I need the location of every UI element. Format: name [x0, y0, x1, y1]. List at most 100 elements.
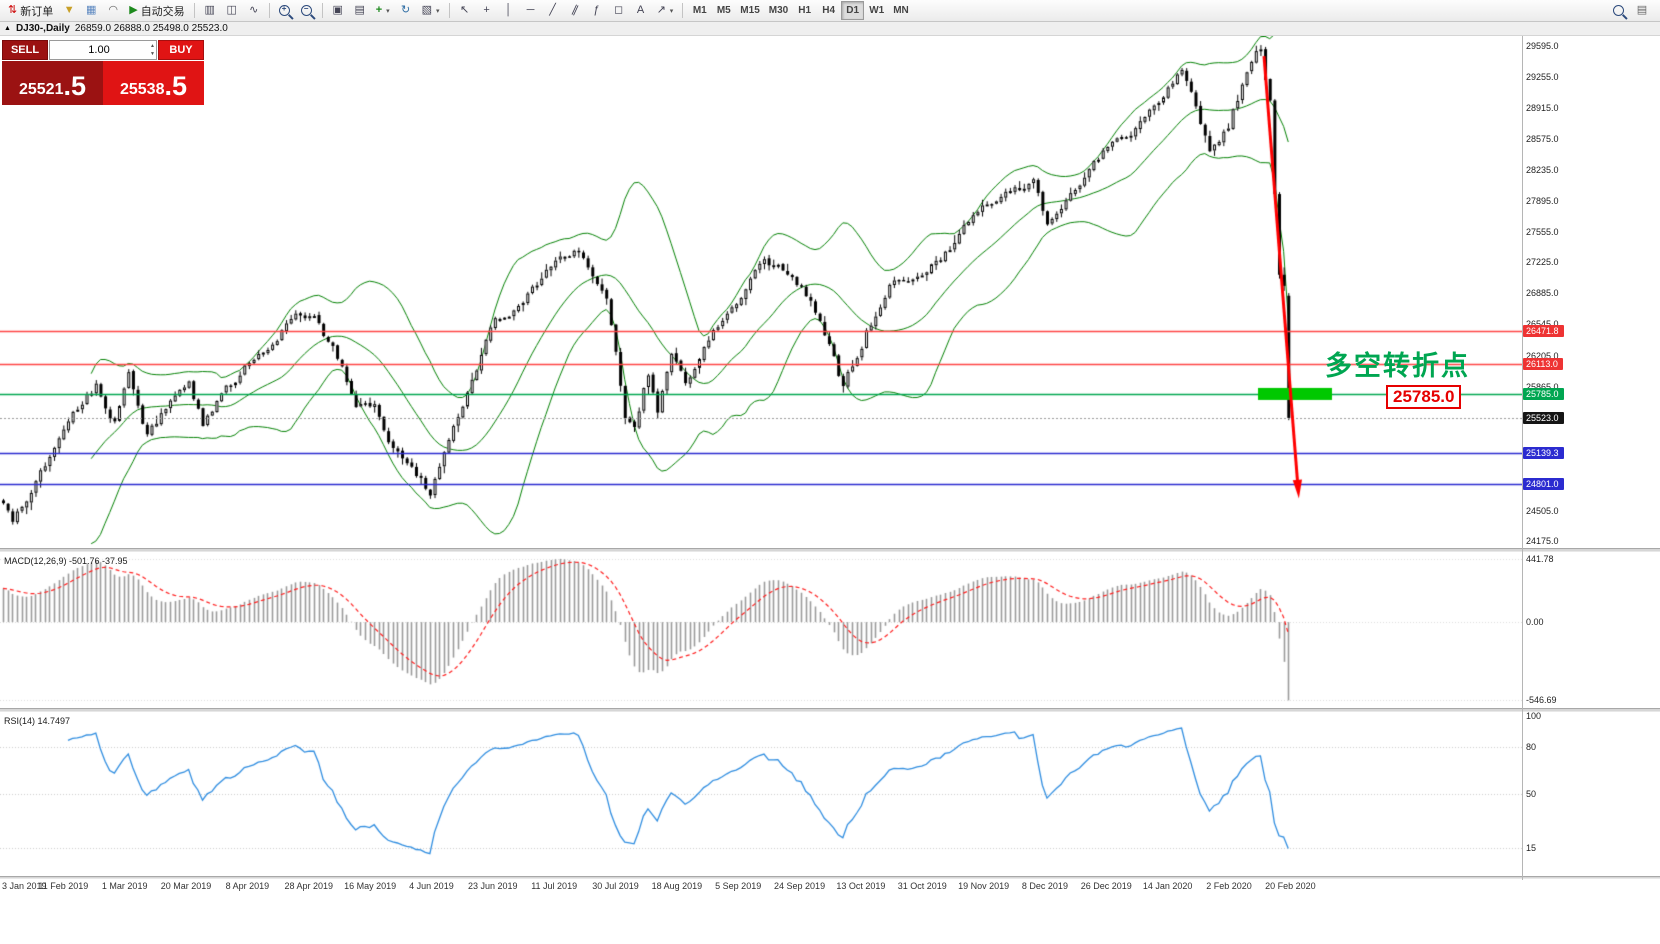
macd-panel-canvas[interactable] — [0, 552, 1522, 708]
timeframe-mn-button[interactable]: MN — [889, 1, 913, 20]
navigator-button[interactable]: ↻ — [396, 1, 416, 20]
vertical-line-icon: │ — [505, 4, 512, 16]
candlestick-chart-button[interactable]: ◫ — [222, 1, 242, 20]
cursor-button[interactable]: ↖ — [455, 1, 475, 20]
price-axis-label: 29255.0 — [1526, 71, 1559, 82]
date-axis-label: 13 Oct 2019 — [836, 881, 886, 891]
price-chart-canvas[interactable] — [0, 36, 1522, 548]
indicators-button[interactable]: + ▾ — [372, 1, 394, 20]
search-icon — [1612, 5, 1624, 16]
price-axis-label: 24505.0 — [1526, 505, 1559, 516]
cursor-icon: ↖ — [459, 4, 470, 16]
timeframe-h4-button[interactable]: H4 — [817, 1, 840, 20]
price-axis-label: 24175.0 — [1526, 536, 1559, 547]
macd-label: MACD(12,26,9) -501.76 -37.95 — [4, 556, 128, 566]
line-chart-button[interactable]: ∿ — [244, 1, 264, 20]
text-tool-icon: A — [636, 4, 645, 16]
buy-button[interactable]: BUY — [158, 40, 204, 60]
timeframe-m30-button[interactable]: M30 — [765, 1, 792, 20]
shapes-button[interactable]: ◻ — [609, 1, 629, 20]
new-chart-button[interactable]: ▦ — [81, 1, 101, 20]
date-axis-label: 23 Jun 2019 — [468, 881, 518, 891]
date-axis-label: 8 Dec 2019 — [1021, 881, 1068, 891]
crosshair-button[interactable]: + — [477, 1, 497, 20]
templates-icon: ▧ — [421, 4, 433, 16]
spinner-up-icon[interactable]: ▲ — [150, 43, 155, 49]
vertical-line-button[interactable]: │ — [499, 1, 519, 20]
date-axis-label: 24 Sep 2019 — [774, 881, 826, 891]
panel-separator[interactable] — [0, 548, 1660, 552]
rsi-panel-canvas[interactable] — [0, 712, 1522, 876]
toolbar-separator — [682, 3, 684, 18]
search-button[interactable] — [1608, 1, 1628, 20]
auto-trading-button[interactable]: ▶ 自动交易 — [125, 1, 188, 20]
zoom-out-icon: − — [301, 4, 313, 16]
fibonacci-button[interactable]: ƒ — [587, 1, 607, 20]
sell-button[interactable]: SELL — [2, 40, 48, 60]
panel-separator[interactable] — [0, 876, 1660, 879]
toolbar-separator — [448, 3, 450, 18]
date-axis-label: 14 Jan 2020 — [1142, 881, 1193, 891]
rsi-axis-label: 50 — [1526, 788, 1537, 799]
timeframe-d1-button[interactable]: D1 — [841, 1, 865, 20]
trendline-button[interactable]: ╱ — [543, 1, 563, 20]
annotation-turning-point[interactable]: 多空转折点 — [1325, 351, 1470, 381]
timeframe-m1-button[interactable]: M1 — [688, 1, 711, 20]
timeframe-m5-button[interactable]: M5 — [712, 1, 735, 20]
panel-separator[interactable] — [0, 708, 1660, 712]
macd-axis-label: 441.78 — [1526, 553, 1554, 564]
volume-field: ▲ ▼ — [49, 40, 157, 60]
auto-trading-label: 自动交易 — [140, 5, 185, 18]
annotation-price-label[interactable]: 25785.0 — [1386, 385, 1462, 409]
timeframe-m15-button[interactable]: M15 — [736, 1, 763, 20]
navigator-icon: ↻ — [401, 4, 411, 16]
new-chart-icon: ▦ — [86, 4, 97, 16]
macd-axis: 441.78 0.00 -546.69 — [1523, 0, 1659, 944]
zoom-out-button[interactable]: − — [297, 1, 317, 20]
price-axis-label: 26885.0 — [1526, 288, 1559, 299]
horizontal-line-button[interactable]: ─ — [521, 1, 541, 20]
price-axis-label: 27895.0 — [1526, 196, 1559, 207]
volume-spinner[interactable]: ▲ ▼ — [150, 42, 155, 58]
text-tool-button[interactable]: A — [631, 1, 651, 20]
price-axis-label: 28575.0 — [1526, 133, 1559, 144]
zoom-in-button[interactable]: + — [275, 1, 295, 20]
date-axis-label: 4 Jun 2019 — [409, 881, 454, 891]
notepad-button[interactable]: ▤ — [1632, 1, 1652, 20]
notepad-icon: ▤ — [1636, 4, 1648, 16]
one-click-top-row: SELL ▲ ▼ BUY — [2, 40, 204, 60]
crosshair-icon: + — [483, 4, 490, 16]
rsi-axis-label: 100 — [1526, 711, 1542, 721]
funnel-button[interactable]: ▼ — [59, 1, 79, 20]
price-axis-label: 26205.0 — [1526, 350, 1559, 361]
date-axis-label: 31 Oct 2019 — [897, 881, 947, 891]
indicators-icon: + — [375, 4, 383, 16]
new-order-button[interactable]: ⇅ 新订单 — [4, 1, 57, 20]
cascade-windows-button[interactable]: ▤ — [350, 1, 370, 20]
sell-price-frac: .5 — [63, 71, 87, 101]
shapes-icon: ◻ — [613, 4, 624, 16]
price-tag: 24801.0 — [1523, 477, 1564, 490]
date-axis-label: 2 Feb 2020 — [1206, 881, 1252, 891]
bar-chart-button[interactable]: ▥ — [200, 1, 220, 20]
zoom-in-icon: + — [279, 4, 291, 16]
price-tag: 25523.0 — [1523, 411, 1564, 424]
support-button[interactable]: ◠ — [103, 1, 123, 20]
arrows-tool-button[interactable]: ↗ ▾ — [653, 1, 678, 20]
sell-price[interactable]: 25521.5 — [2, 61, 103, 105]
templates-button[interactable]: ▧ ▾ — [418, 1, 444, 20]
fibonacci-icon: ƒ — [593, 4, 600, 16]
main-toolbar: ⇅ 新订单 ▼ ▦ ◠ ▶ 自动交易 ▥ ◫ ∿ + − ▣ ▤ + ▾ ↻ ▧ ▾… — [0, 0, 1660, 22]
date-axis-label: 16 May 2019 — [344, 881, 397, 891]
timeframe-w1-button[interactable]: W1 — [865, 1, 888, 20]
price-tag: 25785.0 — [1523, 387, 1564, 400]
timeframe-h1-button[interactable]: H1 — [793, 1, 816, 20]
price-tag: 26113.0 — [1523, 357, 1563, 370]
spinner-down-icon[interactable]: ▼ — [150, 51, 155, 57]
volume-input[interactable] — [50, 41, 156, 59]
buy-price[interactable]: 25538.5 — [103, 61, 204, 105]
date-axis-label: 3 Jan 2019 — [2, 881, 47, 891]
date-axis-label: 5 Sep 2019 — [715, 881, 762, 891]
rsi-axis: 100 80 50 15 — [1523, 0, 1659, 944]
tile-windows-button[interactable]: ▣ — [328, 1, 348, 20]
